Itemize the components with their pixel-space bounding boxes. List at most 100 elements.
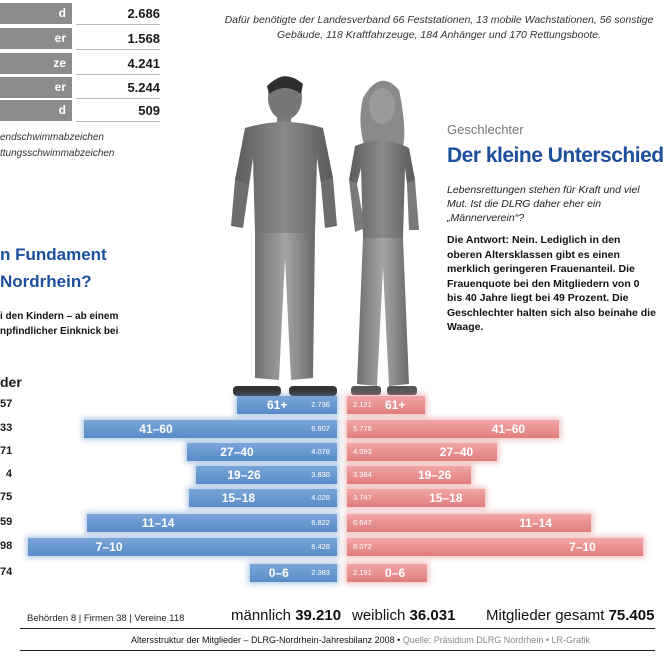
- female-total: 36.031: [409, 607, 456, 624]
- woman-figure: [349, 80, 419, 395]
- stats-row: ze 4.241: [0, 53, 160, 75]
- male-total-label: männlich 39.210: [231, 607, 341, 624]
- stats-label: d: [0, 3, 72, 24]
- count-label-male: 2.383: [311, 568, 330, 577]
- male-total: 39.210: [295, 607, 342, 624]
- stats-value: 509: [76, 100, 160, 122]
- bar-female: 3.384 19–26: [347, 466, 472, 484]
- caption-source: Quelle: Präsidium DLRG Nordrhein • LR-Gr…: [400, 635, 590, 645]
- stats-value: 5.244: [76, 77, 160, 99]
- age-label-male: 27–40: [220, 445, 254, 459]
- age-label-female: 0–6: [385, 566, 406, 580]
- count-label-female: 3.384: [353, 470, 372, 479]
- bar-female: 6.647 11–14: [347, 514, 591, 532]
- stats-legend-line: endschwimmabzeichen: [0, 132, 104, 143]
- bar-female: 8.072 7–10: [347, 538, 644, 556]
- man-figure: [231, 76, 337, 396]
- bar-female: 2.121 61+: [347, 396, 425, 414]
- age-label-female: 19–26: [417, 468, 452, 482]
- stats-row: d 2.686: [0, 3, 160, 25]
- age-label-male: 61+: [266, 398, 288, 412]
- bar-male: 0–6 2.383: [249, 564, 337, 582]
- stats-label: er: [0, 28, 72, 49]
- top-description: Dafür benötigte der Landesverband 66 Fes…: [224, 14, 654, 41]
- count-label-male: 6.822: [311, 518, 330, 527]
- bar-male: 15–18 4.028: [189, 489, 337, 507]
- stats-row: er 5.244: [0, 77, 160, 99]
- cut-axis-number: 98: [0, 540, 12, 552]
- section-label: Geschlechter: [447, 122, 524, 137]
- age-label-female: 27–40: [439, 445, 474, 459]
- people-illustration: [231, 76, 419, 396]
- bar-female: 5.776 41–60: [347, 420, 559, 438]
- cut-axis-number: 75: [0, 491, 12, 503]
- bar-male: 27–40 4.078: [187, 443, 337, 461]
- stats-label: ze: [0, 53, 72, 74]
- count-label-male: 3.830: [311, 470, 330, 479]
- count-label-male: 6.907: [311, 424, 330, 433]
- age-label-male: 0–6: [268, 566, 289, 580]
- cut-axis-number: 33: [0, 422, 12, 434]
- age-label-male: 7–10: [95, 540, 123, 554]
- article-headline: Der kleine Unterschied: [447, 144, 664, 167]
- age-label-male: 19–26: [227, 468, 261, 482]
- male-label: männlich: [231, 607, 292, 624]
- count-label-female: 2.121: [353, 400, 372, 409]
- caption-text: Altersstruktur der Mitglieder – DLRG-Nor…: [131, 635, 401, 645]
- stats-row: er 1.568: [0, 28, 160, 50]
- stats-value: 2.686: [76, 3, 160, 25]
- article-answer: Die Antwort: Nein. Lediglich in den ober…: [447, 234, 656, 333]
- female-label: weiblich: [352, 607, 406, 624]
- stats-label: d: [0, 100, 72, 121]
- age-label-female: 61+: [385, 398, 406, 412]
- bar-male: 7–10 8.426: [27, 538, 337, 556]
- age-label-female: 15–18: [429, 491, 463, 505]
- bar-female: 2.191 0–6: [347, 564, 428, 582]
- bar-male: 41–60 6.907: [83, 420, 337, 438]
- stats-value: 1.568: [76, 28, 160, 50]
- female-total-label: weiblich 36.031: [352, 607, 455, 624]
- age-label-male: 15–18: [221, 491, 256, 505]
- stats-label: er: [0, 77, 72, 98]
- cut-axis-number: 4: [5, 468, 12, 480]
- stats-value: 4.241: [76, 53, 160, 75]
- left-subtext-line2: npfindlicher Einknick bei: [0, 326, 119, 337]
- age-label-male: 11–14: [141, 516, 175, 530]
- count-label-female: 2.191: [353, 568, 372, 577]
- bar-male: 11–14 6.822: [86, 514, 337, 532]
- count-label-male: 8.426: [311, 542, 330, 551]
- count-label-female: 8.072: [353, 542, 372, 551]
- footer-rule-bottom: [20, 650, 655, 651]
- bar-female: 4.093 27–40: [347, 443, 498, 461]
- cut-axis-number: 74: [0, 566, 12, 578]
- cut-axis-number: 57: [0, 398, 12, 410]
- left-subtext-line1: i den Kindern – ab einem: [0, 311, 119, 322]
- left-headline-line1: n Fundament: [0, 245, 107, 264]
- article-intro: Lebensrettungen stehen für Kraft und vie…: [447, 184, 640, 224]
- overall-total-label: Mitglieder gesamt 75.405: [486, 607, 654, 624]
- stats-row: d 509: [0, 100, 160, 122]
- footer-rule: [20, 628, 655, 629]
- left-headline-line2: Nordrhein?: [0, 272, 92, 291]
- overall-total: 75.405: [608, 607, 655, 624]
- cut-axis-number: 71: [0, 445, 12, 457]
- bar-male: 61+ 2.736: [236, 396, 337, 414]
- cut-axis-title: der: [0, 374, 22, 390]
- count-label-female: 5.776: [353, 424, 372, 433]
- age-label-female: 41–60: [491, 422, 526, 436]
- org-counts: Behörden 8 | Firmen 38 | Vereine 118: [27, 613, 185, 624]
- stats-legend-line: ttungsschwimmabzeichen: [0, 148, 115, 159]
- total-label: Mitglieder gesamt: [486, 607, 605, 624]
- bar-female: 3.747 15–18: [347, 489, 485, 507]
- caption: Altersstruktur der Mitglieder – DLRG-Nor…: [131, 635, 590, 645]
- count-label-female: 6.647: [353, 518, 372, 527]
- age-label-female: 11–14: [519, 516, 552, 530]
- count-label-female: 4.093: [353, 447, 372, 456]
- count-label-male: 2.736: [311, 400, 330, 409]
- age-label-female: 7–10: [569, 540, 596, 554]
- count-label-male: 4.078: [311, 447, 330, 456]
- bar-male: 19–26 3.830: [196, 466, 337, 484]
- count-label-male: 4.028: [311, 493, 330, 502]
- cut-axis-number: 59: [0, 516, 12, 528]
- age-label-male: 41–60: [139, 422, 173, 436]
